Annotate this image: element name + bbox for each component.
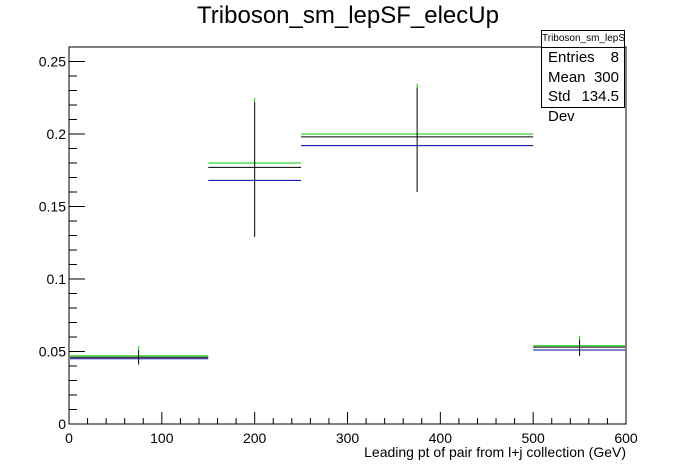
stats-value: 134.5 [581,88,619,105]
y-tick-label: 0.05 [39,344,66,360]
x-axis-label: Leading pt of pair from l+j collection (… [364,444,626,460]
x-axis: 0 100 200 300 400 500 600 [65,412,638,446]
stats-value: 300 [593,68,619,86]
chart-title: Triboson_sm_lepSF_elecUp [197,2,499,29]
x-tick-label: 100 [150,430,174,446]
x-tick-label: 600 [614,430,638,446]
stats-row-entries: Entries 8 [542,48,624,68]
x-tick-label: 200 [243,430,267,446]
x-tick-label: 0 [65,430,73,446]
stats-label: Entries [548,49,595,66]
y-axis: 0 0.05 0.1 0.15 0.2 0.25 [39,46,85,432]
stats-label: Std Dev [548,88,575,125]
y-tick-label: 0.2 [47,126,67,142]
x-tick-label: 500 [521,430,545,446]
stats-value: 8 [610,49,619,66]
stats-row-mean: Mean 300 [542,68,624,88]
y-tick-label: 0.15 [39,199,66,215]
x-tick-label: 300 [336,430,360,446]
x-tick-label: 400 [429,430,453,446]
histogram-bins [70,83,625,365]
stats-row-stddev: Std Dev 134.5 [542,87,624,125]
stats-box: Triboson_sm_lepSF_elecUp Entries 8 Mean … [541,30,625,125]
y-tick-label: 0.25 [39,54,66,70]
y-tick-label: 0.1 [47,271,67,287]
stats-label: Mean [548,68,586,86]
y-tick-label: 0 [58,416,66,432]
stats-box-header: Triboson_sm_lepSF_elecUp [542,31,624,48]
